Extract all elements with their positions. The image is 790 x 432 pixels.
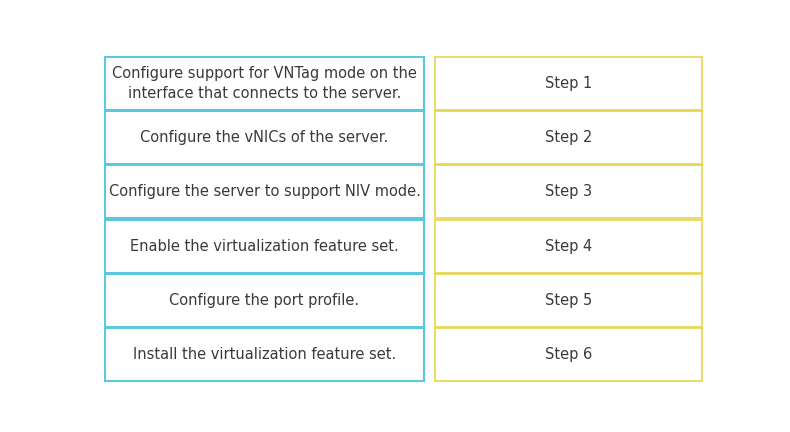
Text: Step 1: Step 1 [545, 76, 592, 91]
Text: Install the virtualization feature set.: Install the virtualization feature set. [133, 347, 396, 362]
FancyBboxPatch shape [435, 111, 702, 164]
Text: Step 2: Step 2 [545, 130, 592, 145]
FancyBboxPatch shape [105, 274, 424, 327]
Text: Step 5: Step 5 [545, 293, 592, 308]
FancyBboxPatch shape [435, 328, 702, 381]
Text: Configure the server to support NIV mode.: Configure the server to support NIV mode… [108, 184, 420, 199]
Text: Configure the vNICs of the server.: Configure the vNICs of the server. [141, 130, 389, 145]
FancyBboxPatch shape [435, 57, 702, 110]
FancyBboxPatch shape [105, 57, 424, 110]
FancyBboxPatch shape [105, 328, 424, 381]
Text: Configure support for VNTag mode on the
interface that connects to the server.: Configure support for VNTag mode on the … [112, 66, 417, 101]
Text: Enable the virtualization feature set.: Enable the virtualization feature set. [130, 238, 399, 254]
Text: Step 3: Step 3 [545, 184, 592, 199]
FancyBboxPatch shape [435, 274, 702, 327]
Text: Step 4: Step 4 [545, 238, 592, 254]
Text: Configure the port profile.: Configure the port profile. [170, 293, 359, 308]
FancyBboxPatch shape [435, 219, 702, 273]
Text: Step 6: Step 6 [545, 347, 592, 362]
FancyBboxPatch shape [105, 111, 424, 164]
FancyBboxPatch shape [105, 165, 424, 218]
FancyBboxPatch shape [105, 219, 424, 273]
FancyBboxPatch shape [435, 165, 702, 218]
